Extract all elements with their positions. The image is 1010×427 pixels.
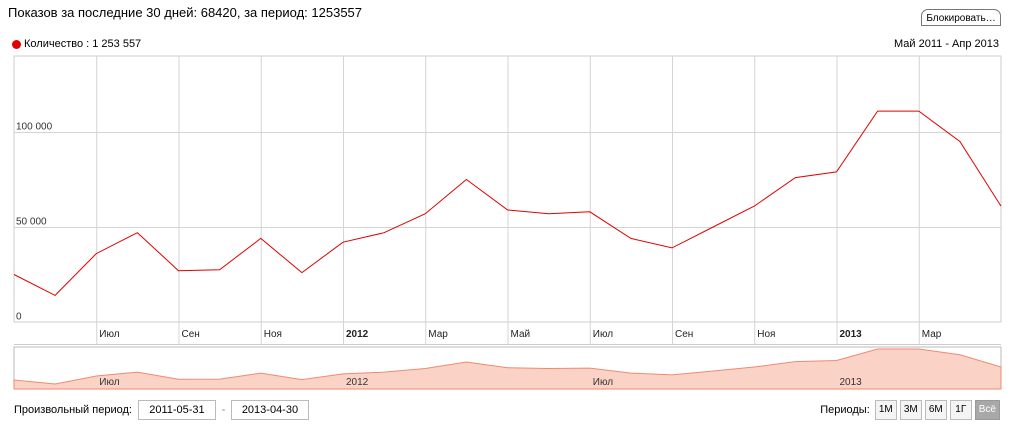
x-tick-label: Ноя (757, 329, 775, 340)
x-tick-label: Июл (593, 329, 613, 340)
period-button-1y[interactable]: 1Г (949, 400, 972, 420)
navigator-area (13, 348, 1002, 390)
data-point (793, 176, 797, 180)
data-point (588, 210, 592, 214)
navigator-label: 2013 (840, 377, 863, 388)
data-point (835, 170, 839, 174)
data-point (177, 269, 181, 273)
data-point (958, 140, 962, 144)
x-tick-label: Сен (675, 329, 693, 340)
data-point (629, 236, 633, 240)
navigator-label: Июл (99, 377, 119, 388)
y-tick-label: 0 (16, 312, 22, 323)
x-tick-label: Сен (182, 329, 200, 340)
period-selector: Периоды: 1М 3М 6М 1Г Всё (820, 400, 1000, 420)
series (12, 109, 1003, 297)
periods-label: Периоды: (820, 404, 870, 416)
chart[interactable]: 0 50 000 100 000 Июл Сен Ноя 2012 Мар Май Июл Сен Н… (0, 0, 1010, 395)
block-button[interactable]: Блокировать… (921, 9, 1001, 26)
data-point (259, 236, 263, 240)
legend-label: Количество : 1 253 557 (24, 38, 142, 50)
x-tick-label: 2013 (840, 329, 863, 340)
data-point (341, 240, 345, 244)
data-point (12, 273, 16, 277)
custom-period: Произвольный период: 2011-05-31 - 2013-0… (14, 400, 309, 420)
data-point (382, 231, 386, 235)
date-separator: - (221, 404, 226, 416)
axes: 0 50 000 100 000 Июл Сен Ноя 2012 Мар Май Июл Сен Н… (14, 122, 1001, 345)
period-button-3m[interactable]: 3М (899, 400, 922, 420)
x-tick-label: 2012 (346, 329, 369, 340)
period-button-all[interactable]: Всё (974, 400, 1000, 420)
series-line (13, 110, 1002, 297)
navigator-label: Июл (593, 377, 613, 388)
navigator-label: 2012 (346, 377, 369, 388)
date-from-input[interactable]: 2011-05-31 (137, 400, 216, 420)
navigator[interactable]: Июл 2012 Июл 2013 (13, 346, 1002, 390)
data-point (300, 271, 304, 275)
data-point (464, 178, 468, 182)
period-button-1m[interactable]: 1М (874, 400, 897, 420)
custom-period-label: Произвольный период: (14, 404, 132, 416)
date-range-label: Май 2011 - Апр 2013 (894, 38, 999, 50)
y-tick-label: 100 000 (16, 122, 53, 133)
data-point (53, 293, 57, 297)
grid (13, 55, 1002, 344)
x-tick-label: Мар (922, 329, 942, 340)
data-point (135, 231, 139, 235)
data-point (711, 225, 715, 229)
x-tick-label: Май (511, 329, 531, 340)
data-point (917, 109, 921, 113)
data-point (876, 109, 880, 113)
legend-dot-icon (12, 39, 21, 49)
data-point (94, 252, 98, 256)
data-point (670, 246, 674, 250)
data-point (218, 268, 222, 272)
x-tick-label: Ноя (264, 329, 282, 340)
x-tick-label: Мар (428, 329, 448, 340)
period-button-6m[interactable]: 6М (924, 400, 947, 420)
date-to-input[interactable]: 2013-04-30 (230, 400, 309, 420)
data-point (752, 204, 756, 208)
data-point (423, 212, 427, 216)
data-point (999, 204, 1003, 208)
data-point (547, 212, 551, 216)
data-point (506, 208, 510, 212)
stats-summary: Показов за последние 30 дней: 68420, за … (8, 5, 363, 20)
legend[interactable]: Количество : 1 253 557 (12, 38, 141, 50)
y-tick-label: 50 000 (16, 217, 47, 228)
x-tick-label: Июл (99, 329, 119, 340)
